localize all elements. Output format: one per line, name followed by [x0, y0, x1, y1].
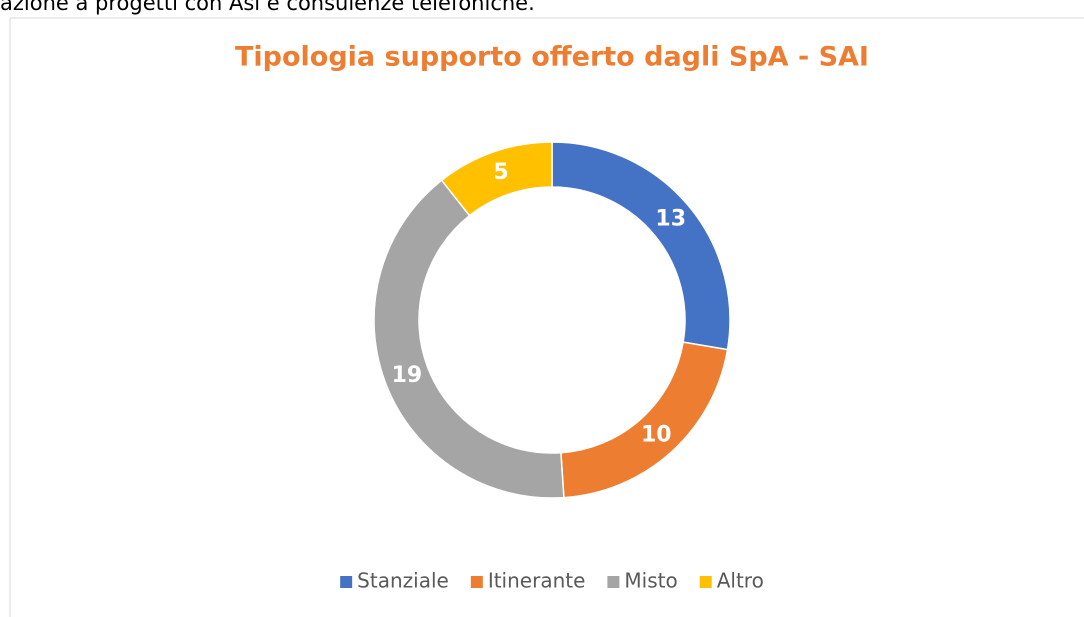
legend-swatch — [340, 576, 353, 588]
donut-slice — [373, 179, 565, 499]
data-label: 13 — [655, 207, 686, 232]
legend-label: Stanziale — [357, 569, 449, 593]
donut-slice — [551, 141, 731, 351]
legend-label: Itinerante — [488, 569, 586, 593]
legend-swatch — [470, 576, 483, 588]
donut-slice — [440, 141, 553, 217]
legend-swatch — [699, 576, 712, 588]
legend-swatch — [607, 576, 620, 588]
data-label: 5 — [493, 160, 508, 185]
data-label: 10 — [641, 422, 672, 447]
document-text: azione a progetti con Asl e consulenze t… — [0, 0, 535, 15]
chart-title: Tipologia supporto offerto dagli SpA - S… — [235, 42, 869, 73]
legend-label: Misto — [624, 569, 677, 593]
data-label: 19 — [392, 363, 423, 388]
donut-slice — [560, 341, 729, 499]
legend-label: Altro — [717, 569, 764, 593]
